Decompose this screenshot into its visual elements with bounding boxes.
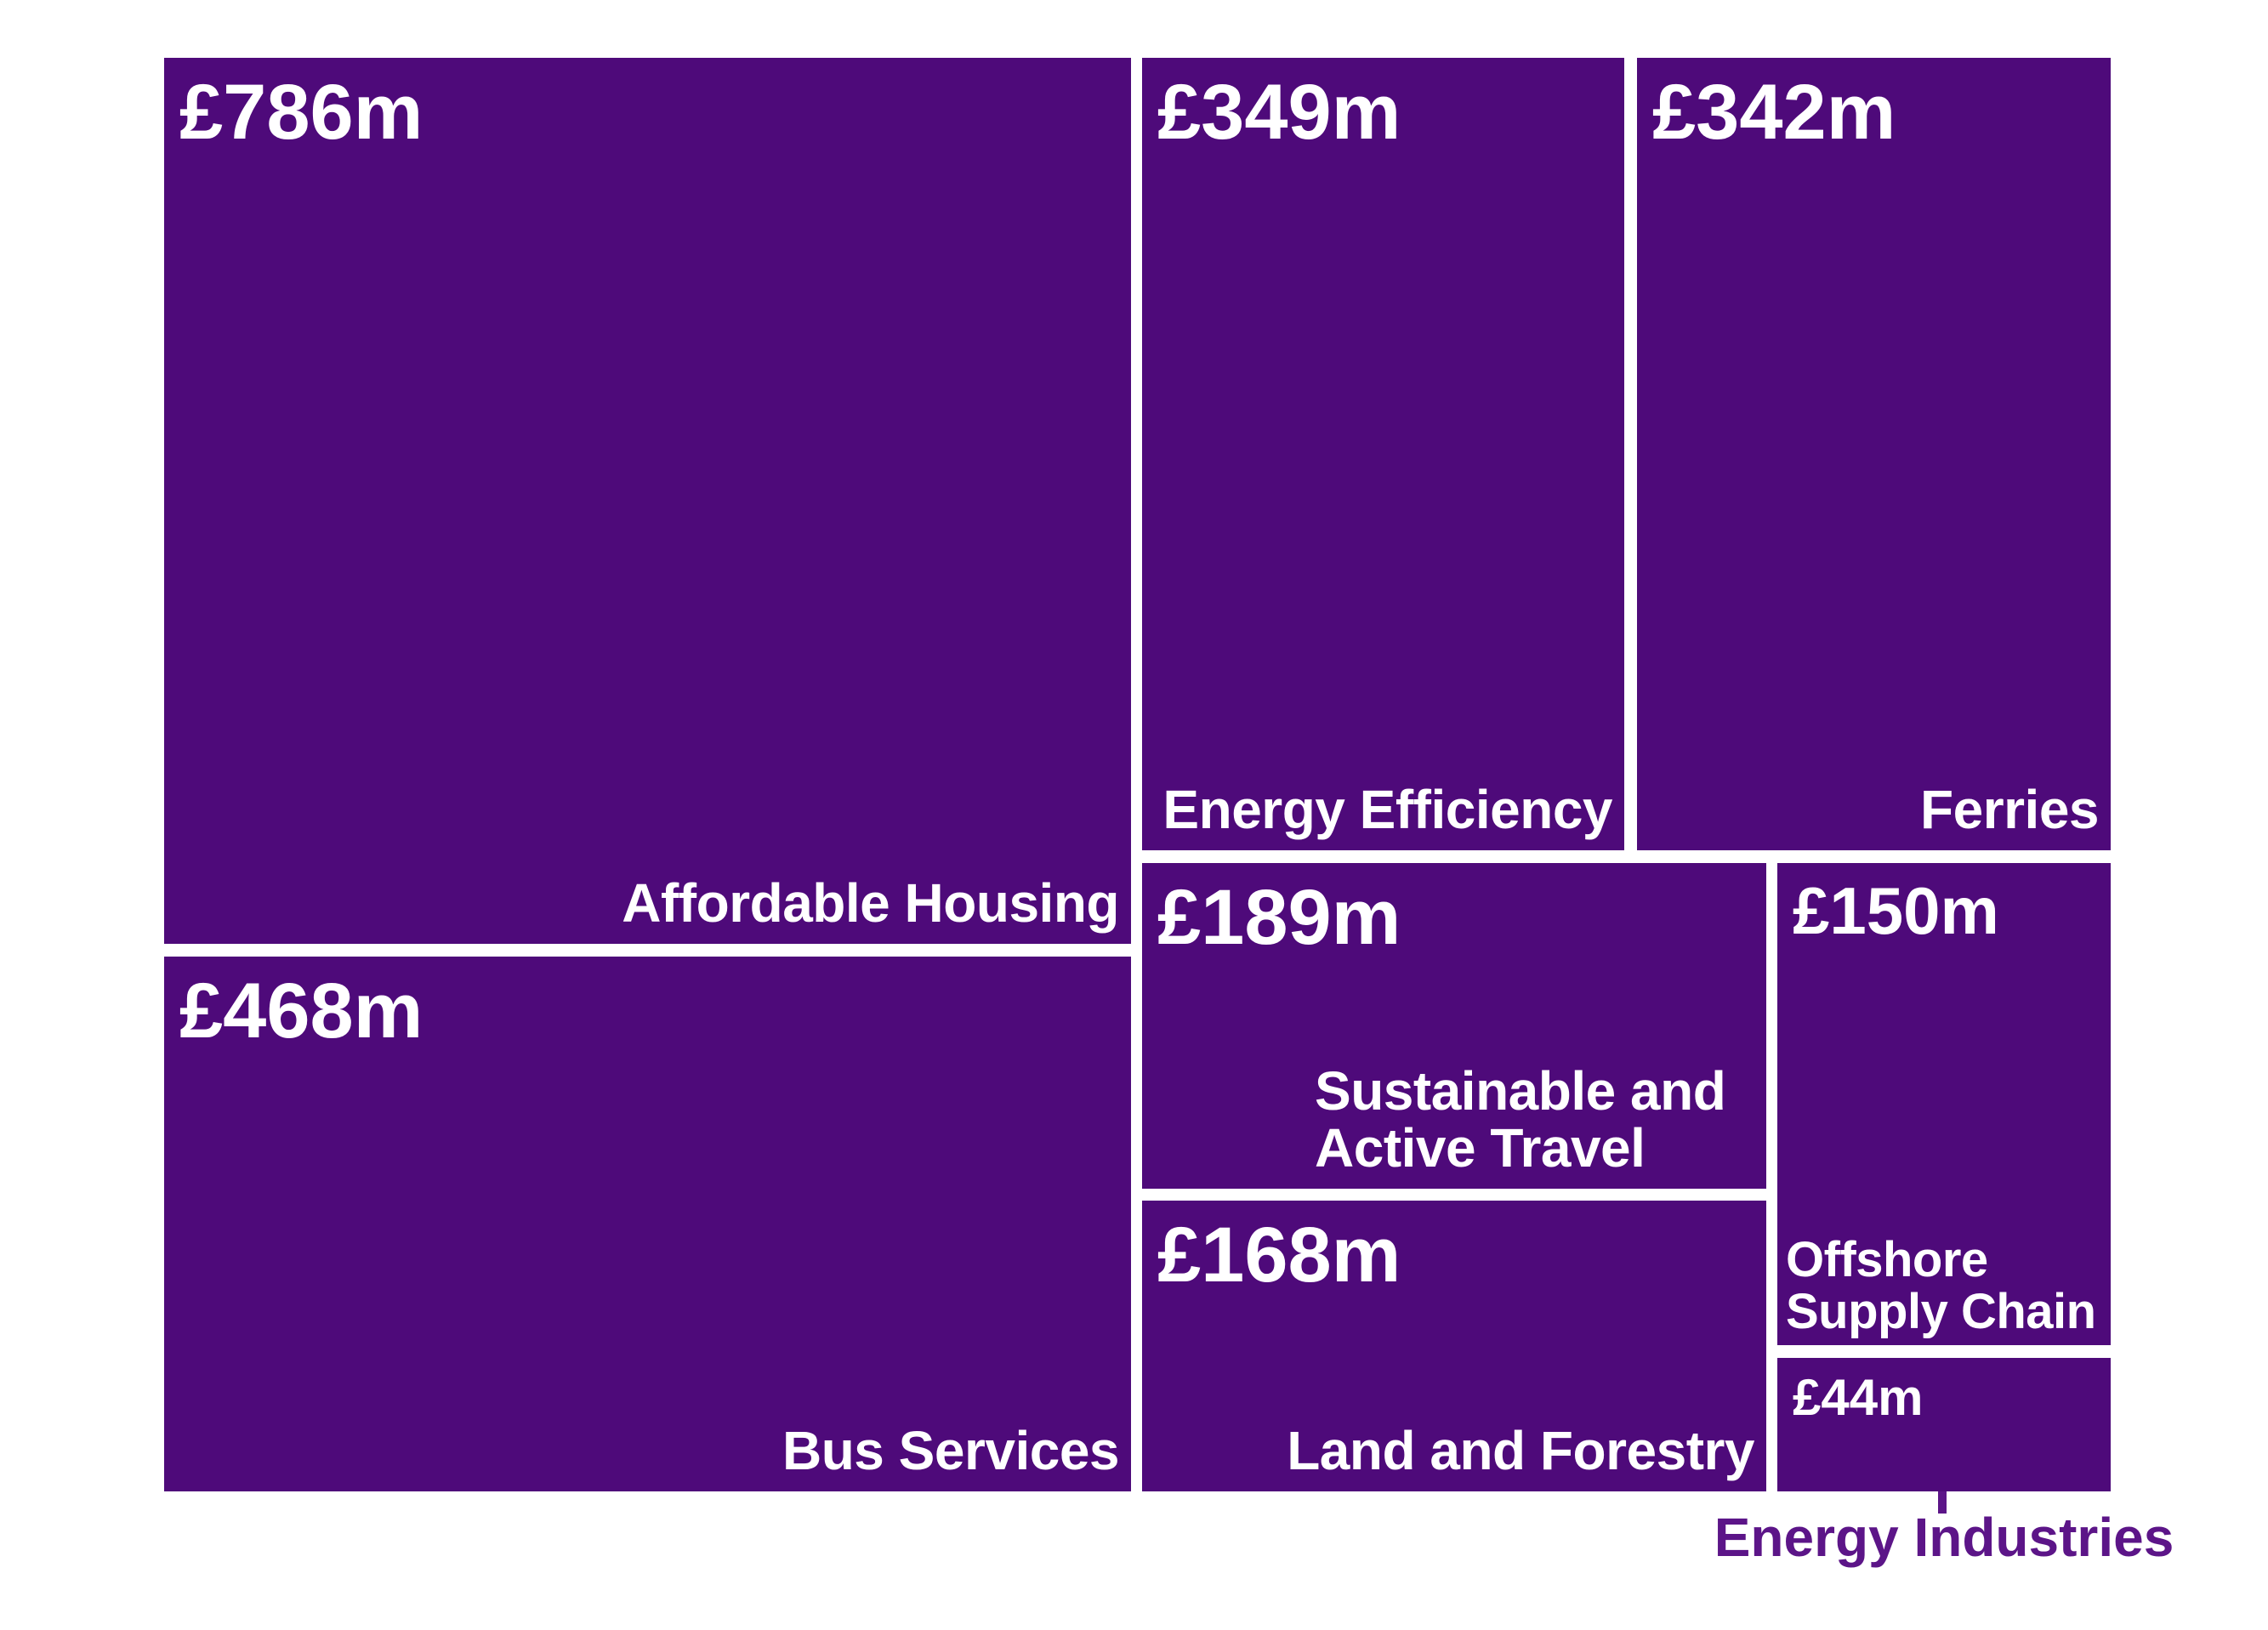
cell-value-land-and-forestry: £168m [1157, 1212, 1401, 1298]
cell-label-line: Land and Forestry [1287, 1419, 1754, 1481]
cell-label-sustainable-active-travel: Sustainable and Active Travel [1315, 1059, 1726, 1178]
treemap-cell-energy-industries: £44m [1777, 1358, 2111, 1491]
cell-label-land-and-forestry: Land and Forestry [1287, 1419, 1754, 1481]
cell-value-energy-efficiency: £349m [1157, 69, 1401, 156]
cell-label-line: Active Travel [1315, 1116, 1646, 1178]
callout-tick-energy-industries [1938, 1491, 1947, 1514]
cell-label-affordable-housing: Affordable Housing [622, 872, 1119, 934]
treemap-cell-bus-services: £468m Bus Services [164, 957, 1131, 1491]
treemap-cell-energy-efficiency: £349m Energy Efficiency [1142, 58, 1624, 850]
cell-label-line: Ferries [1920, 778, 2099, 840]
cell-value-affordable-housing: £786m [179, 69, 423, 156]
cell-label-line: Offshore [1786, 1232, 1988, 1288]
cell-label-line: Bus Services [782, 1419, 1120, 1481]
cell-value-ferries: £342m [1652, 69, 1896, 156]
treemap-cell-sustainable-active-travel: £189m Sustainable and Active Travel [1142, 863, 1766, 1189]
treemap-cell-affordable-housing: £786m Affordable Housing [164, 58, 1131, 944]
cell-value-energy-industries: £44m [1793, 1369, 1924, 1426]
cell-value-sustainable-active-travel: £189m [1157, 874, 1401, 961]
cell-label-ferries: Ferries [1920, 781, 2099, 838]
cell-label-energy-industries: Energy Industries [1714, 1507, 2174, 1568]
cell-label-line: Sustainable and [1315, 1059, 1726, 1122]
treemap-cell-ferries: £342m Ferries [1637, 58, 2111, 850]
cell-label-line: Supply Chain [1786, 1284, 2096, 1340]
treemap-cell-land-and-forestry: £168m Land and Forestry [1142, 1201, 1766, 1491]
cell-label-bus-services: Bus Services [782, 1419, 1120, 1481]
cell-value-bus-services: £468m [179, 968, 423, 1054]
treemap-cell-offshore-supply-chain: £150m Offshore Supply Chain [1777, 863, 2111, 1345]
cell-label-line: Affordable Housing [622, 872, 1119, 934]
cell-label-energy-efficiency: Energy Efficiency [1162, 781, 1612, 838]
cell-value-offshore-supply-chain: £150m [1793, 873, 1999, 948]
cell-label-offshore-supply-chain: Offshore Supply Chain [1786, 1232, 2096, 1340]
cell-label-line: Energy Efficiency [1162, 778, 1612, 840]
